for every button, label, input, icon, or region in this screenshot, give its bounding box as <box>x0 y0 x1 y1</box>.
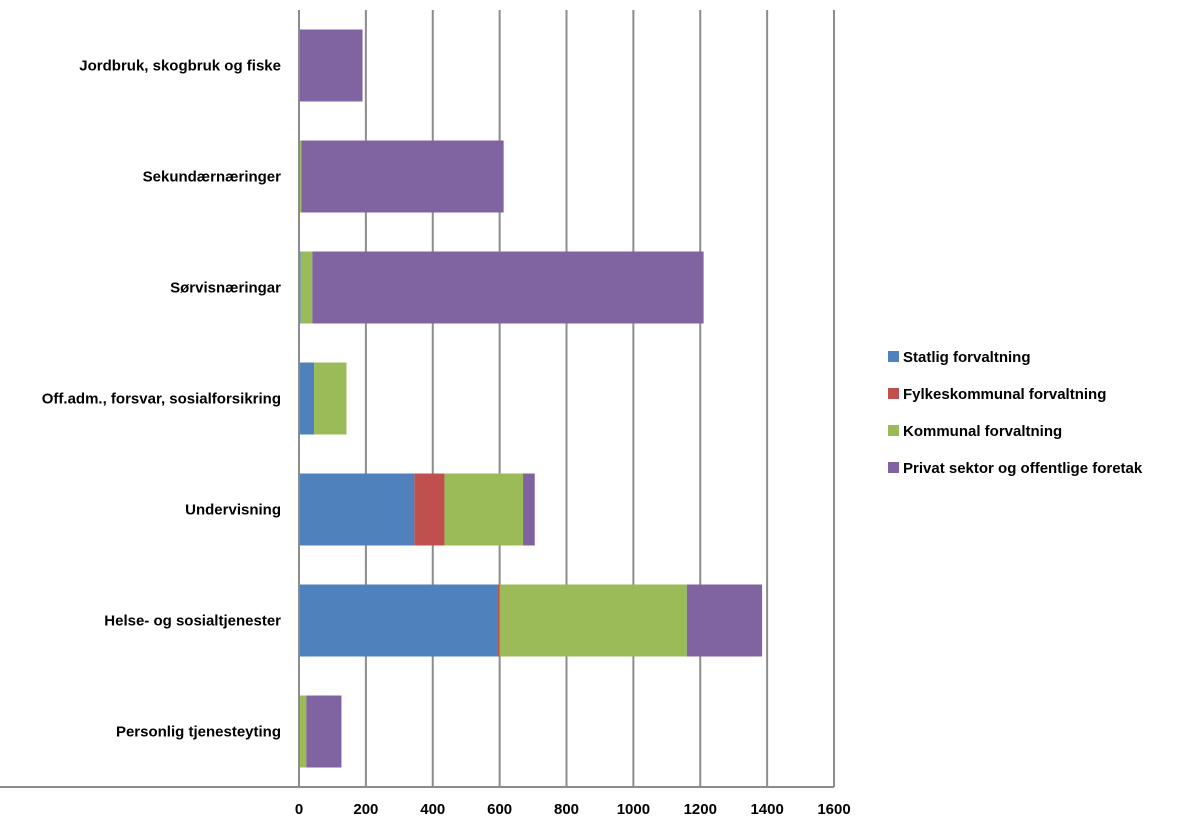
category-label: Off.adm., forsvar, sosialforsikring <box>42 391 281 408</box>
bar-segment-0 <box>299 362 315 435</box>
bar-segment-2 <box>314 362 347 435</box>
category-label: Sekundærnæringer <box>143 169 282 186</box>
bar-segment-1 <box>497 584 500 657</box>
bar-segment-3 <box>523 473 535 546</box>
x-tick-label: 1400 <box>750 801 783 818</box>
bar-segment-2 <box>299 140 302 213</box>
bar-segment-1 <box>414 473 445 546</box>
category-label: Jordbruk, skogbruk og fiske <box>79 58 281 75</box>
legend-swatch <box>888 388 899 399</box>
legend-label: Kommunal forvaltning <box>903 423 1062 440</box>
x-tick-label: 400 <box>420 801 445 818</box>
grid-lines <box>364 10 835 787</box>
x-tick-label: 200 <box>353 801 378 818</box>
bar-segment-3 <box>299 29 363 102</box>
labels: 0 200 400 600 800 1000 1200 1400 1600 Jordbruk, s… <box>42 58 851 819</box>
axes <box>0 10 834 788</box>
category-label: Helse- og sosialtjenester <box>104 613 281 630</box>
category-label: Undervisning <box>185 502 281 519</box>
bars <box>299 29 763 768</box>
bar-segment-3 <box>686 584 763 657</box>
legend-label: Privat sektor og offentlige foretak <box>903 460 1143 477</box>
x-tick-label: 600 <box>487 801 512 818</box>
bar-segment-2 <box>300 251 313 324</box>
bar-segment-2 <box>299 695 307 768</box>
x-tick-label: 800 <box>554 801 579 818</box>
category-label: Sørvisnæringar <box>170 280 281 297</box>
legend: Statlig forvaltning Fylkeskommunal forval… <box>888 349 1143 477</box>
legend-swatch <box>888 351 899 362</box>
bar-segment-0 <box>299 584 498 657</box>
bar-segment-3 <box>306 695 342 768</box>
bar-segment-2 <box>444 473 524 546</box>
category-label: Personlig tjenesteyting <box>116 724 281 741</box>
bar-segment-3 <box>312 251 704 324</box>
x-tick-label: 0 <box>295 801 303 818</box>
x-tick-label: 1200 <box>684 801 717 818</box>
bar-segment-3 <box>301 140 504 213</box>
bar-segment-0 <box>299 473 415 546</box>
legend-label: Fylkeskommunal forvaltning <box>903 386 1106 403</box>
x-tick-label: 1000 <box>617 801 650 818</box>
legend-label: Statlig forvaltning <box>903 349 1031 366</box>
x-tick-label: 1600 <box>817 801 850 818</box>
bar-segment-2 <box>499 584 687 657</box>
legend-swatch <box>888 425 899 436</box>
legend-swatch <box>888 462 899 473</box>
